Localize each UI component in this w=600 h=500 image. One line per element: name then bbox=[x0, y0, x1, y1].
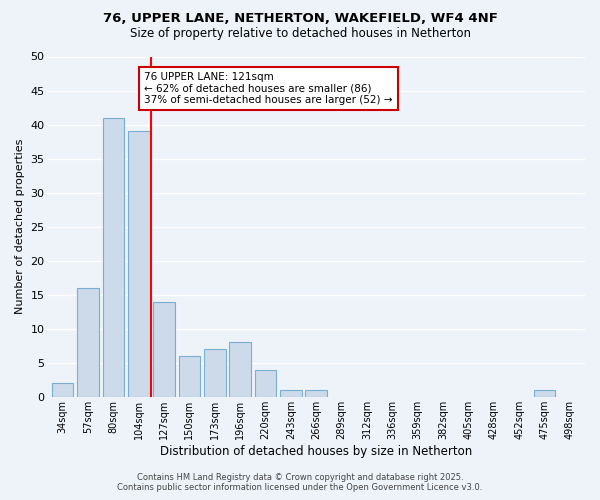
Bar bbox=[204, 349, 226, 397]
Bar bbox=[179, 356, 200, 397]
Bar bbox=[103, 118, 124, 397]
Bar bbox=[77, 288, 99, 397]
Text: 76, UPPER LANE, NETHERTON, WAKEFIELD, WF4 4NF: 76, UPPER LANE, NETHERTON, WAKEFIELD, WF… bbox=[103, 12, 497, 26]
Text: 76 UPPER LANE: 121sqm
← 62% of detached houses are smaller (86)
37% of semi-deta: 76 UPPER LANE: 121sqm ← 62% of detached … bbox=[144, 72, 393, 105]
Bar bbox=[128, 132, 149, 397]
Bar bbox=[280, 390, 302, 397]
Bar bbox=[229, 342, 251, 397]
Y-axis label: Number of detached properties: Number of detached properties bbox=[15, 139, 25, 314]
Text: Contains HM Land Registry data © Crown copyright and database right 2025.
Contai: Contains HM Land Registry data © Crown c… bbox=[118, 473, 482, 492]
Bar bbox=[52, 383, 73, 397]
X-axis label: Distribution of detached houses by size in Netherton: Distribution of detached houses by size … bbox=[160, 444, 472, 458]
Text: Size of property relative to detached houses in Netherton: Size of property relative to detached ho… bbox=[130, 28, 470, 40]
Bar bbox=[305, 390, 327, 397]
Bar bbox=[255, 370, 276, 397]
Bar bbox=[533, 390, 555, 397]
Bar bbox=[154, 302, 175, 397]
